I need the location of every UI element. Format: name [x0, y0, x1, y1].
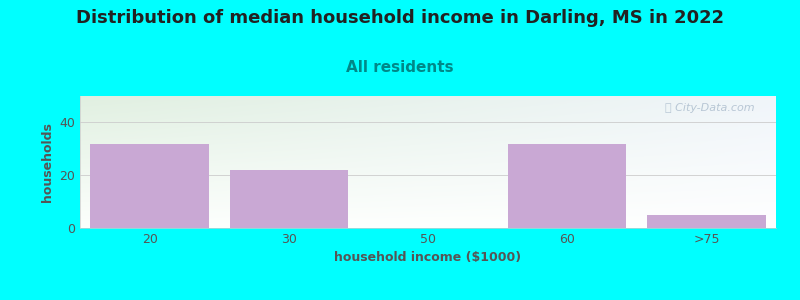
- X-axis label: household income ($1000): household income ($1000): [334, 251, 522, 264]
- Bar: [508, 143, 626, 228]
- Text: ⓘ City-Data.com: ⓘ City-Data.com: [666, 103, 755, 112]
- Bar: [90, 143, 209, 228]
- Bar: [230, 170, 348, 228]
- Text: All residents: All residents: [346, 60, 454, 75]
- Bar: [647, 215, 766, 228]
- Y-axis label: households: households: [41, 122, 54, 202]
- Text: Distribution of median household income in Darling, MS in 2022: Distribution of median household income …: [76, 9, 724, 27]
